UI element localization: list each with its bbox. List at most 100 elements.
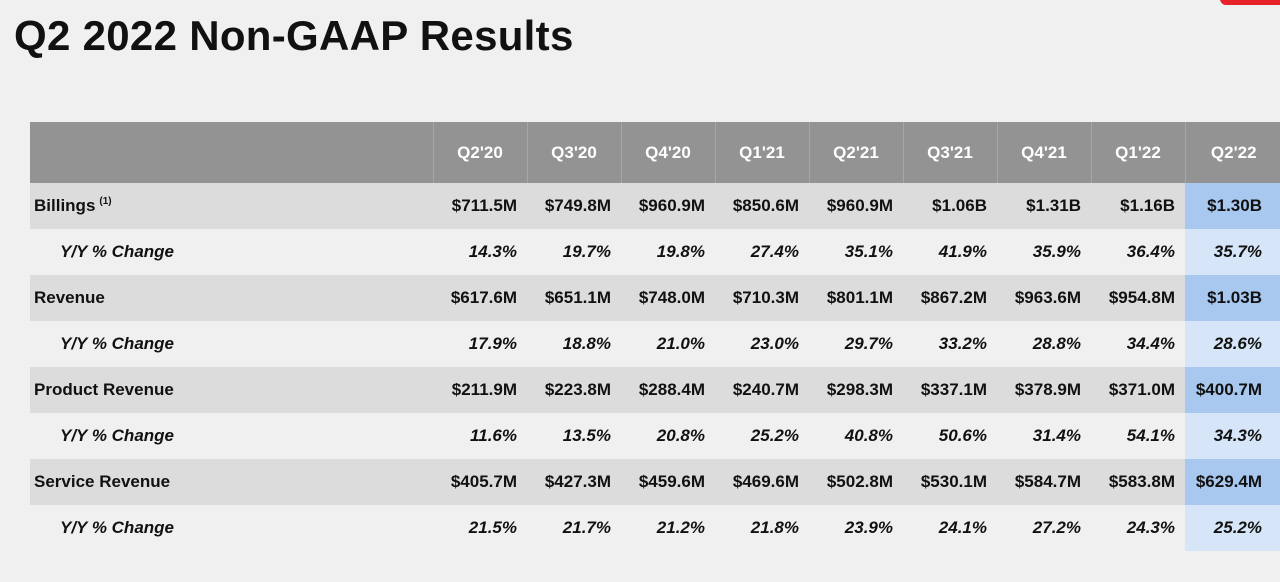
table-cell: $1.31B (1026, 196, 1081, 215)
table-cell: $1.06B (932, 196, 987, 215)
table-cell: 35.1% (844, 242, 893, 261)
table-cell: $405.7M (450, 472, 517, 491)
corner-accent-bar (1220, 0, 1280, 5)
table-cell: 19.8% (656, 242, 705, 261)
table-row-revenue: Revenue $617.6M $651.1M $748.0M $710.3M … (30, 275, 1280, 321)
table-cell: 41.9% (938, 242, 987, 261)
highlighted-cell: 28.6% (1185, 321, 1280, 367)
table-cell: 23.9% (844, 518, 893, 537)
row-label: Revenue (34, 288, 105, 307)
row-label: Y/Y % Change (60, 334, 174, 353)
table-cell: $748.0M (638, 288, 705, 307)
table-row-product-revenue-change: Y/Y % Change 11.6% 13.5% 20.8% 25.2% 40.… (30, 413, 1280, 459)
column-header: Q1'22 (1090, 122, 1185, 183)
highlighted-cell: 34.3% (1185, 413, 1280, 459)
table-cell: $459.6M (638, 472, 705, 491)
table-cell: 33.2% (938, 334, 987, 353)
table-cell: 18.8% (562, 334, 611, 353)
highlighted-cell: 35.7% (1185, 229, 1280, 275)
table-cell: $867.2M (920, 288, 987, 307)
row-label: Billings (34, 196, 96, 215)
table-cell: 40.8% (844, 426, 893, 445)
table-cell: $711.5M (451, 196, 517, 215)
table-cell: $298.3M (826, 380, 893, 399)
table-cell: $960.9M (826, 196, 893, 215)
column-header-current: Q2'22 (1184, 122, 1280, 183)
row-label: Service Revenue (34, 472, 171, 491)
table-cell: $530.1M (920, 472, 987, 491)
table-cell: 24.1% (938, 518, 987, 537)
table-cell: 13.5% (562, 426, 611, 445)
table-cell: 14.3% (468, 242, 517, 261)
table-cell: $1.16B (1120, 196, 1175, 215)
table-cell: $749.8M (544, 196, 611, 215)
table-cell: 17.9% (468, 334, 517, 353)
highlighted-cell: $1.03B (1185, 275, 1280, 321)
table-cell: 29.7% (844, 334, 893, 353)
table-cell: 21.0% (656, 334, 705, 353)
table-cell: $240.7M (732, 380, 799, 399)
table-cell: $337.1M (920, 380, 987, 399)
table-cell: $288.4M (638, 380, 705, 399)
highlighted-cell: $400.7M (1185, 367, 1280, 413)
table-row-revenue-change: Y/Y % Change 17.9% 18.8% 21.0% 23.0% 29.… (30, 321, 1280, 367)
header-blank-cell (30, 122, 433, 183)
table-cell: $960.9M (638, 196, 705, 215)
table-cell: 54.1% (1126, 426, 1175, 445)
table-cell: 28.8% (1032, 334, 1081, 353)
table-cell: 36.4% (1126, 242, 1175, 261)
highlighted-cell: 25.2% (1185, 505, 1280, 551)
column-header: Q4'21 (996, 122, 1091, 183)
table-cell: $954.8M (1108, 288, 1175, 307)
table-row-service-revenue-change: Y/Y % Change 21.5% 21.7% 21.2% 21.8% 23.… (30, 505, 1280, 551)
table-cell: $617.6M (450, 288, 517, 307)
table-cell: $583.8M (1108, 472, 1175, 491)
table-cell: 21.8% (750, 518, 799, 537)
table-cell: 34.4% (1126, 334, 1175, 353)
table-cell: 35.9% (1032, 242, 1081, 261)
column-header: Q4'20 (620, 122, 715, 183)
table-cell: 21.5% (468, 518, 517, 537)
column-header: Q3'20 (526, 122, 621, 183)
highlighted-cell: $629.4M (1185, 459, 1280, 505)
table-cell: $211.9M (451, 380, 517, 399)
highlighted-cell: $1.30B (1185, 183, 1280, 229)
table-cell: $801.1M (826, 288, 893, 307)
column-header: Q1'21 (714, 122, 809, 183)
column-header: Q2'20 (432, 122, 527, 183)
row-label: Y/Y % Change (60, 518, 174, 537)
row-label: Y/Y % Change (60, 426, 174, 445)
table-cell: $427.3M (544, 472, 611, 491)
table-cell: 25.2% (750, 426, 799, 445)
table-row-billings-change: Y/Y % Change 14.3% 19.7% 19.8% 27.4% 35.… (30, 229, 1280, 275)
table-cell: 27.4% (750, 242, 799, 261)
row-label: Product Revenue (34, 380, 174, 399)
table-cell: 27.2% (1032, 518, 1081, 537)
table-cell: 50.6% (938, 426, 987, 445)
table-row-billings: Billings (1) $711.5M $749.8M $960.9M $850… (30, 183, 1280, 229)
table-row-product-revenue: Product Revenue $211.9M $223.8M $288.4M … (30, 367, 1280, 413)
table-cell: $651.1M (544, 288, 611, 307)
page-title: Q2 2022 Non-GAAP Results (14, 12, 574, 59)
table-cell: 21.2% (656, 518, 705, 537)
table-row-service-revenue: Service Revenue $405.7M $427.3M $459.6M … (30, 459, 1280, 505)
table-cell: $850.6M (732, 196, 799, 215)
table-cell: 20.8% (656, 426, 705, 445)
table-cell: 23.0% (750, 334, 799, 353)
table-cell: 24.3% (1126, 518, 1175, 537)
column-header: Q2'21 (808, 122, 903, 183)
row-label-cell: Billings (1) (30, 183, 433, 229)
table-cell: $963.6M (1014, 288, 1081, 307)
row-label: Y/Y % Change (60, 242, 174, 261)
column-header: Q3'21 (902, 122, 997, 183)
table-cell: 31.4% (1032, 426, 1081, 445)
table-cell: $223.8M (544, 380, 611, 399)
table-cell: 21.7% (562, 518, 611, 537)
table-cell: $378.9M (1014, 380, 1081, 399)
table-cell: 19.7% (562, 242, 611, 261)
table-cell: $371.0M (1108, 380, 1175, 399)
table-cell: 11.6% (470, 426, 517, 445)
table-cell: $710.3M (732, 288, 799, 307)
results-table: Q2'20 Q3'20 Q4'20 Q1'21 Q2'21 Q3'21 Q4'2… (30, 122, 1280, 551)
table-cell: $469.6M (732, 472, 799, 491)
